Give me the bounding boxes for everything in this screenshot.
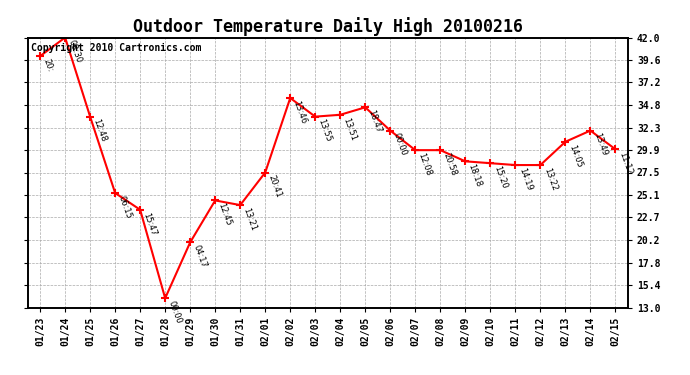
Text: 12:08: 12:08 — [417, 152, 433, 177]
Text: 08:30: 08:30 — [66, 39, 83, 64]
Text: 20:58: 20:58 — [442, 152, 458, 177]
Text: 13:46: 13:46 — [292, 99, 308, 125]
Text: 13:55: 13:55 — [317, 118, 333, 144]
Text: 11:12: 11:12 — [617, 151, 633, 176]
Text: 12:45: 12:45 — [217, 202, 233, 227]
Text: Copyright 2010 Cartronics.com: Copyright 2010 Cartronics.com — [30, 43, 201, 53]
Text: 14:05: 14:05 — [566, 143, 583, 168]
Text: 13:21: 13:21 — [241, 207, 258, 232]
Title: Outdoor Temperature Daily High 20100216: Outdoor Temperature Daily High 20100216 — [132, 17, 523, 36]
Text: 13:51: 13:51 — [342, 116, 358, 142]
Text: 20:: 20: — [41, 57, 55, 73]
Text: 15:20: 15:20 — [492, 165, 509, 190]
Text: 20:41: 20:41 — [266, 174, 283, 199]
Text: 04:17: 04:17 — [192, 244, 208, 269]
Text: 12:48: 12:48 — [92, 118, 108, 144]
Text: 13:49: 13:49 — [592, 132, 609, 158]
Text: 00:00: 00:00 — [392, 132, 408, 158]
Text: 06:15: 06:15 — [117, 194, 133, 220]
Text: 18:47: 18:47 — [366, 109, 384, 134]
Text: 13:22: 13:22 — [542, 166, 558, 192]
Text: 15:47: 15:47 — [141, 211, 158, 237]
Text: 18:18: 18:18 — [466, 163, 484, 188]
Text: 14:19: 14:19 — [517, 166, 533, 192]
Text: 00:00: 00:00 — [166, 300, 183, 325]
